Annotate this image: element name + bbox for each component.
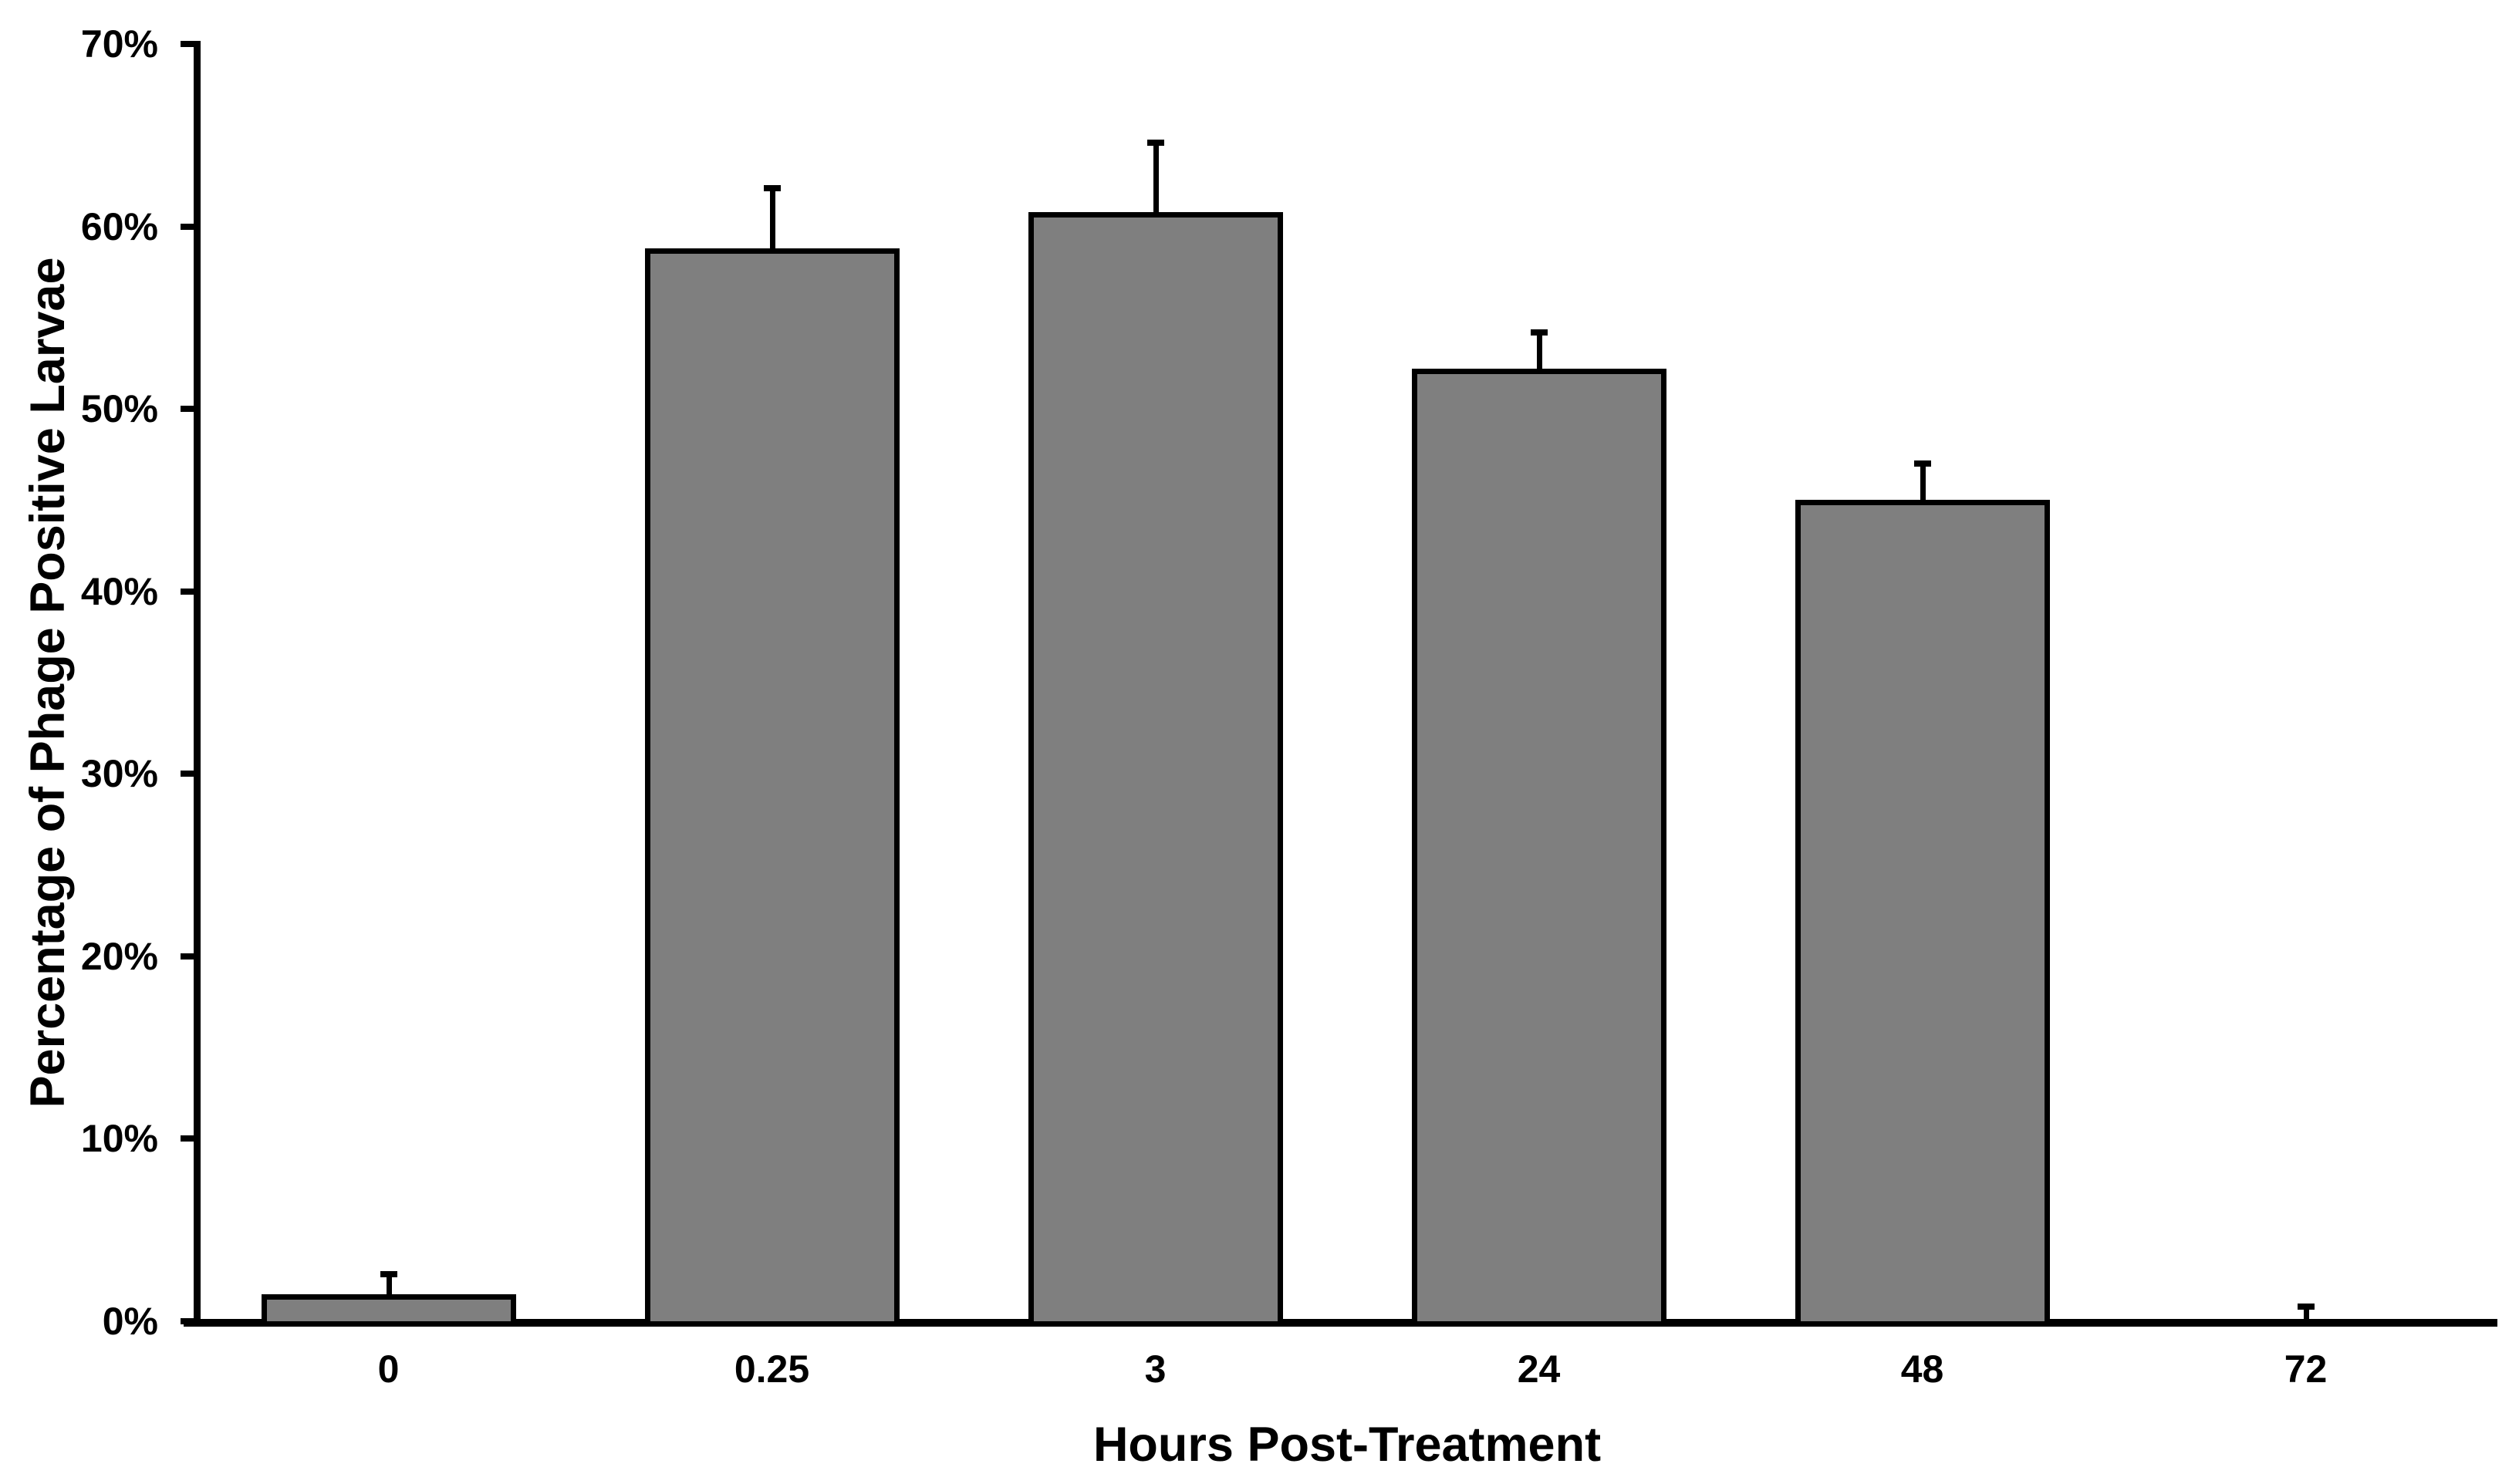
- y-axis-tick-label: 20%: [80, 934, 158, 978]
- bar: [1795, 500, 2050, 1321]
- error-bar-cap: [1913, 460, 1931, 467]
- x-axis-category-label: 0: [377, 1347, 400, 1391]
- y-axis-tick-label: 10%: [80, 1117, 158, 1161]
- error-bar-line: [1536, 334, 1542, 373]
- y-axis-tick: [181, 1135, 194, 1142]
- y-axis-tick-label: 30%: [80, 752, 158, 796]
- y-axis-tick: [181, 41, 194, 47]
- error-bar-cap: [2297, 1304, 2315, 1310]
- y-axis-tick: [181, 406, 194, 413]
- bar: [1411, 369, 1666, 1321]
- y-axis-line: [194, 41, 201, 1321]
- bar: [1028, 211, 1283, 1321]
- x-axis-category-label: 48: [1900, 1347, 1944, 1391]
- error-bar-line: [386, 1275, 392, 1297]
- x-axis-category-label: 24: [1517, 1347, 1561, 1391]
- y-axis-tick: [181, 953, 194, 960]
- y-axis-tick-label: 40%: [80, 569, 158, 613]
- error-bar-cap: [763, 185, 781, 192]
- x-axis-category-label: 72: [2284, 1347, 2328, 1391]
- y-axis-tick: [181, 771, 194, 777]
- bar: [644, 248, 900, 1321]
- error-bar-line: [2303, 1308, 2309, 1321]
- error-bar-line: [1920, 465, 1926, 504]
- y-axis-tick-label: 50%: [80, 387, 158, 431]
- x-axis-category-label: 0.25: [734, 1347, 810, 1391]
- error-bar-line: [769, 190, 775, 251]
- y-axis-tick: [181, 588, 194, 595]
- error-bar-cap: [1530, 329, 1548, 336]
- bar: [261, 1293, 516, 1321]
- error-bar-line: [1153, 144, 1159, 215]
- y-axis-tick-label: 70%: [80, 22, 158, 66]
- y-axis-tick: [181, 223, 194, 230]
- x-axis-line: [184, 1319, 2497, 1327]
- x-axis-title: Hours Post-Treatment: [1092, 1418, 1602, 1472]
- y-axis-tick: [181, 1318, 194, 1324]
- y-axis-tick-label: 0%: [102, 1300, 158, 1343]
- error-bar-cap: [380, 1270, 397, 1277]
- y-axis-tick-label: 60%: [80, 204, 158, 248]
- error-bar-cap: [1146, 140, 1164, 147]
- x-axis-category-label: 3: [1144, 1347, 1167, 1391]
